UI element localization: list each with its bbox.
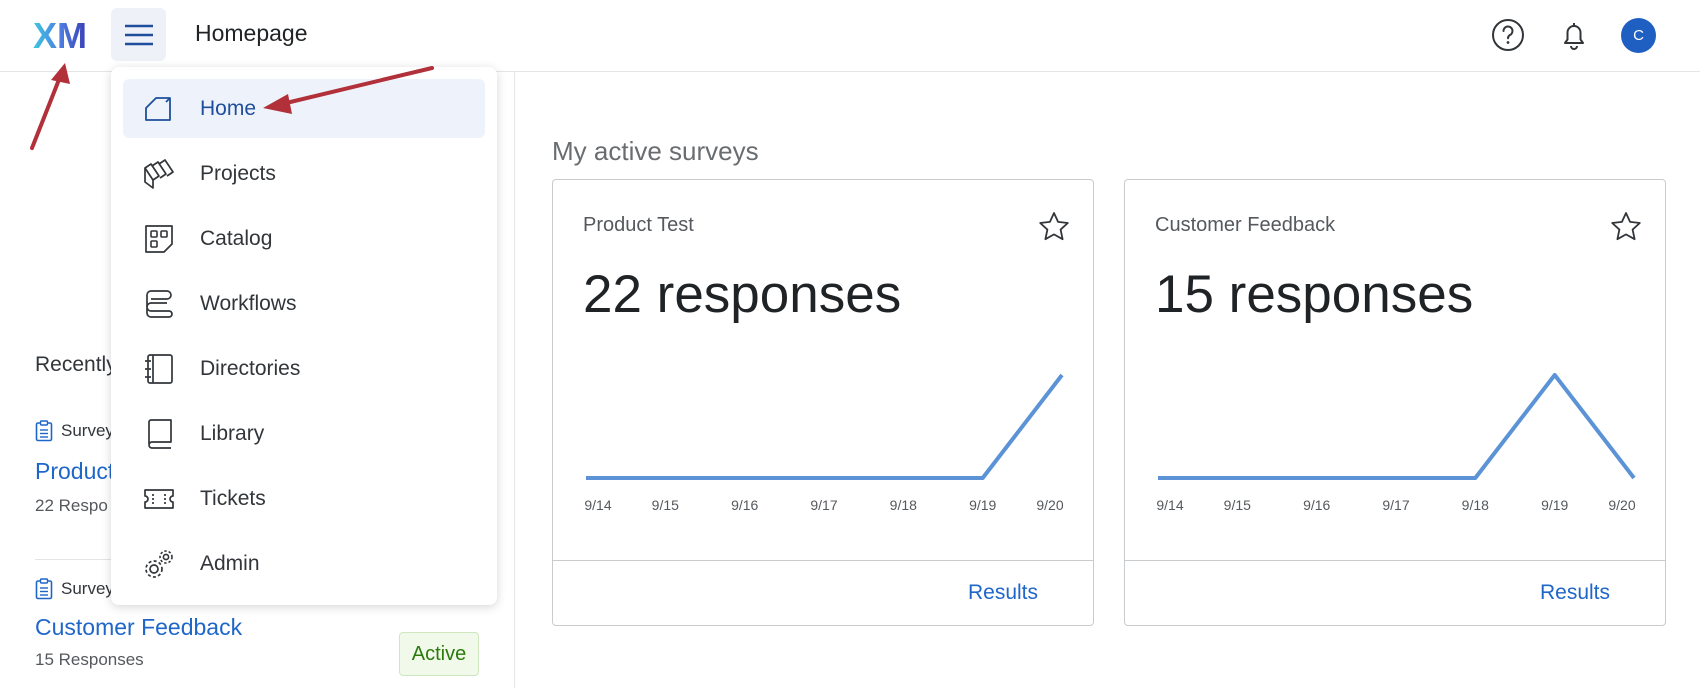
- x-tick-label: 9/20: [1608, 497, 1635, 513]
- x-tick-label: 9/15: [1224, 497, 1251, 513]
- chart-series-line: [586, 373, 1064, 480]
- navigation-menu: Home Projects Catalog Workflows: [111, 67, 497, 605]
- survey-card-footer: Results: [553, 560, 1093, 626]
- bell-icon[interactable]: [1556, 17, 1592, 53]
- annotation-arrow: [30, 63, 70, 150]
- results-link[interactable]: Results: [967, 581, 1038, 604]
- survey-card-footer: Results: [1125, 560, 1665, 626]
- catalog-icon: [145, 225, 173, 253]
- column-divider: [514, 72, 515, 688]
- nav-item-label: Home: [200, 96, 257, 120]
- recent-item-type: Survey: [35, 420, 114, 442]
- recent-item-type: Survey: [35, 578, 114, 600]
- nav-item-label: Library: [200, 421, 265, 445]
- admin-gear-icon: [145, 550, 173, 578]
- responses-line-chart: 9/14 9/15 9/16 9/17 9/18 9/19 9/20: [584, 373, 1064, 513]
- x-tick-label: 9/17: [1382, 497, 1409, 513]
- tickets-icon: [144, 489, 174, 509]
- x-tick-label: 9/20: [1036, 497, 1063, 513]
- directories-icon: [145, 354, 173, 384]
- x-tick-label: 9/19: [969, 497, 996, 513]
- nav-item-label: Tickets: [200, 486, 266, 510]
- recent-item-responses: 22 Respo: [35, 496, 108, 515]
- survey-response-count: 22 responses: [583, 265, 902, 324]
- status-badge: Active: [399, 632, 479, 676]
- recent-item-responses: 15 Responses: [35, 650, 144, 669]
- page-title: Homepage: [195, 20, 308, 46]
- nav-item-workflows[interactable]: Workflows: [123, 274, 485, 333]
- menu-icon: [124, 24, 153, 45]
- star-icon[interactable]: [1609, 210, 1643, 244]
- nav-item-directories[interactable]: Directories: [123, 339, 485, 398]
- library-icon: [148, 419, 172, 449]
- responses-line-chart: 9/14 9/15 9/16 9/17 9/18 9/19 9/20: [1156, 373, 1636, 513]
- nav-item-tickets[interactable]: Tickets: [123, 469, 485, 528]
- recent-item-type-label: Survey: [61, 579, 114, 598]
- projects-icon: [144, 159, 174, 189]
- menu-button[interactable]: [111, 8, 166, 61]
- recent-item-type-label: Survey: [61, 421, 114, 440]
- nav-item-projects[interactable]: Projects: [123, 144, 485, 203]
- survey-card-name: Customer Feedback: [1155, 214, 1336, 236]
- recent-item-link[interactable]: Customer Feedback: [35, 614, 243, 640]
- x-tick-label: 9/19: [1541, 497, 1568, 513]
- svg-text:XM: XM: [33, 17, 87, 53]
- nav-item-label: Admin: [200, 551, 260, 575]
- nav-item-library[interactable]: Library: [123, 404, 485, 463]
- survey-card: Product Test 22 responses 9/14 9/15 9/16 9/…: [552, 179, 1094, 626]
- nav-item-home[interactable]: Home: [123, 79, 485, 138]
- x-tick-label: 9/15: [652, 497, 679, 513]
- top-header: XM Homepage C: [0, 0, 1700, 72]
- nav-item-catalog[interactable]: Catalog: [123, 209, 485, 268]
- x-tick-label: 9/18: [890, 497, 917, 513]
- nav-item-label: Projects: [200, 161, 276, 185]
- active-surveys-title: My active surveys: [552, 136, 759, 166]
- results-link[interactable]: Results: [1539, 581, 1610, 604]
- nav-item-label: Workflows: [200, 291, 297, 315]
- nav-item-admin[interactable]: Admin: [123, 534, 485, 593]
- home-icon: [145, 97, 171, 121]
- star-icon[interactable]: [1037, 210, 1071, 244]
- nav-item-label: Catalog: [200, 226, 273, 250]
- recent-item: Survey Customer Feedback 15 Responses Ac…: [35, 578, 480, 688]
- survey-card: Customer Feedback 15 responses 9/14 9/15 9…: [1124, 179, 1666, 626]
- x-tick-label: 9/16: [731, 497, 758, 513]
- workflows-icon: [146, 290, 173, 318]
- xm-logo[interactable]: XM: [33, 17, 91, 53]
- chart-series-line: [1158, 373, 1636, 480]
- x-tick-label: 9/14: [584, 497, 611, 513]
- help-icon[interactable]: [1490, 17, 1526, 53]
- survey-card-name: Product Test: [583, 214, 694, 236]
- survey-clipboard-icon: [35, 578, 53, 600]
- x-tick-label: 9/16: [1303, 497, 1330, 513]
- x-tick-label: 9/17: [810, 497, 837, 513]
- nav-item-label: Directories: [200, 356, 301, 380]
- survey-response-count: 15 responses: [1155, 265, 1474, 324]
- x-tick-label: 9/18: [1462, 497, 1489, 513]
- recent-section-title: Recently: [35, 353, 117, 376]
- recent-item-link[interactable]: Product: [35, 458, 115, 484]
- user-avatar[interactable]: C: [1621, 18, 1656, 53]
- x-tick-label: 9/14: [1156, 497, 1183, 513]
- survey-clipboard-icon: [35, 420, 53, 442]
